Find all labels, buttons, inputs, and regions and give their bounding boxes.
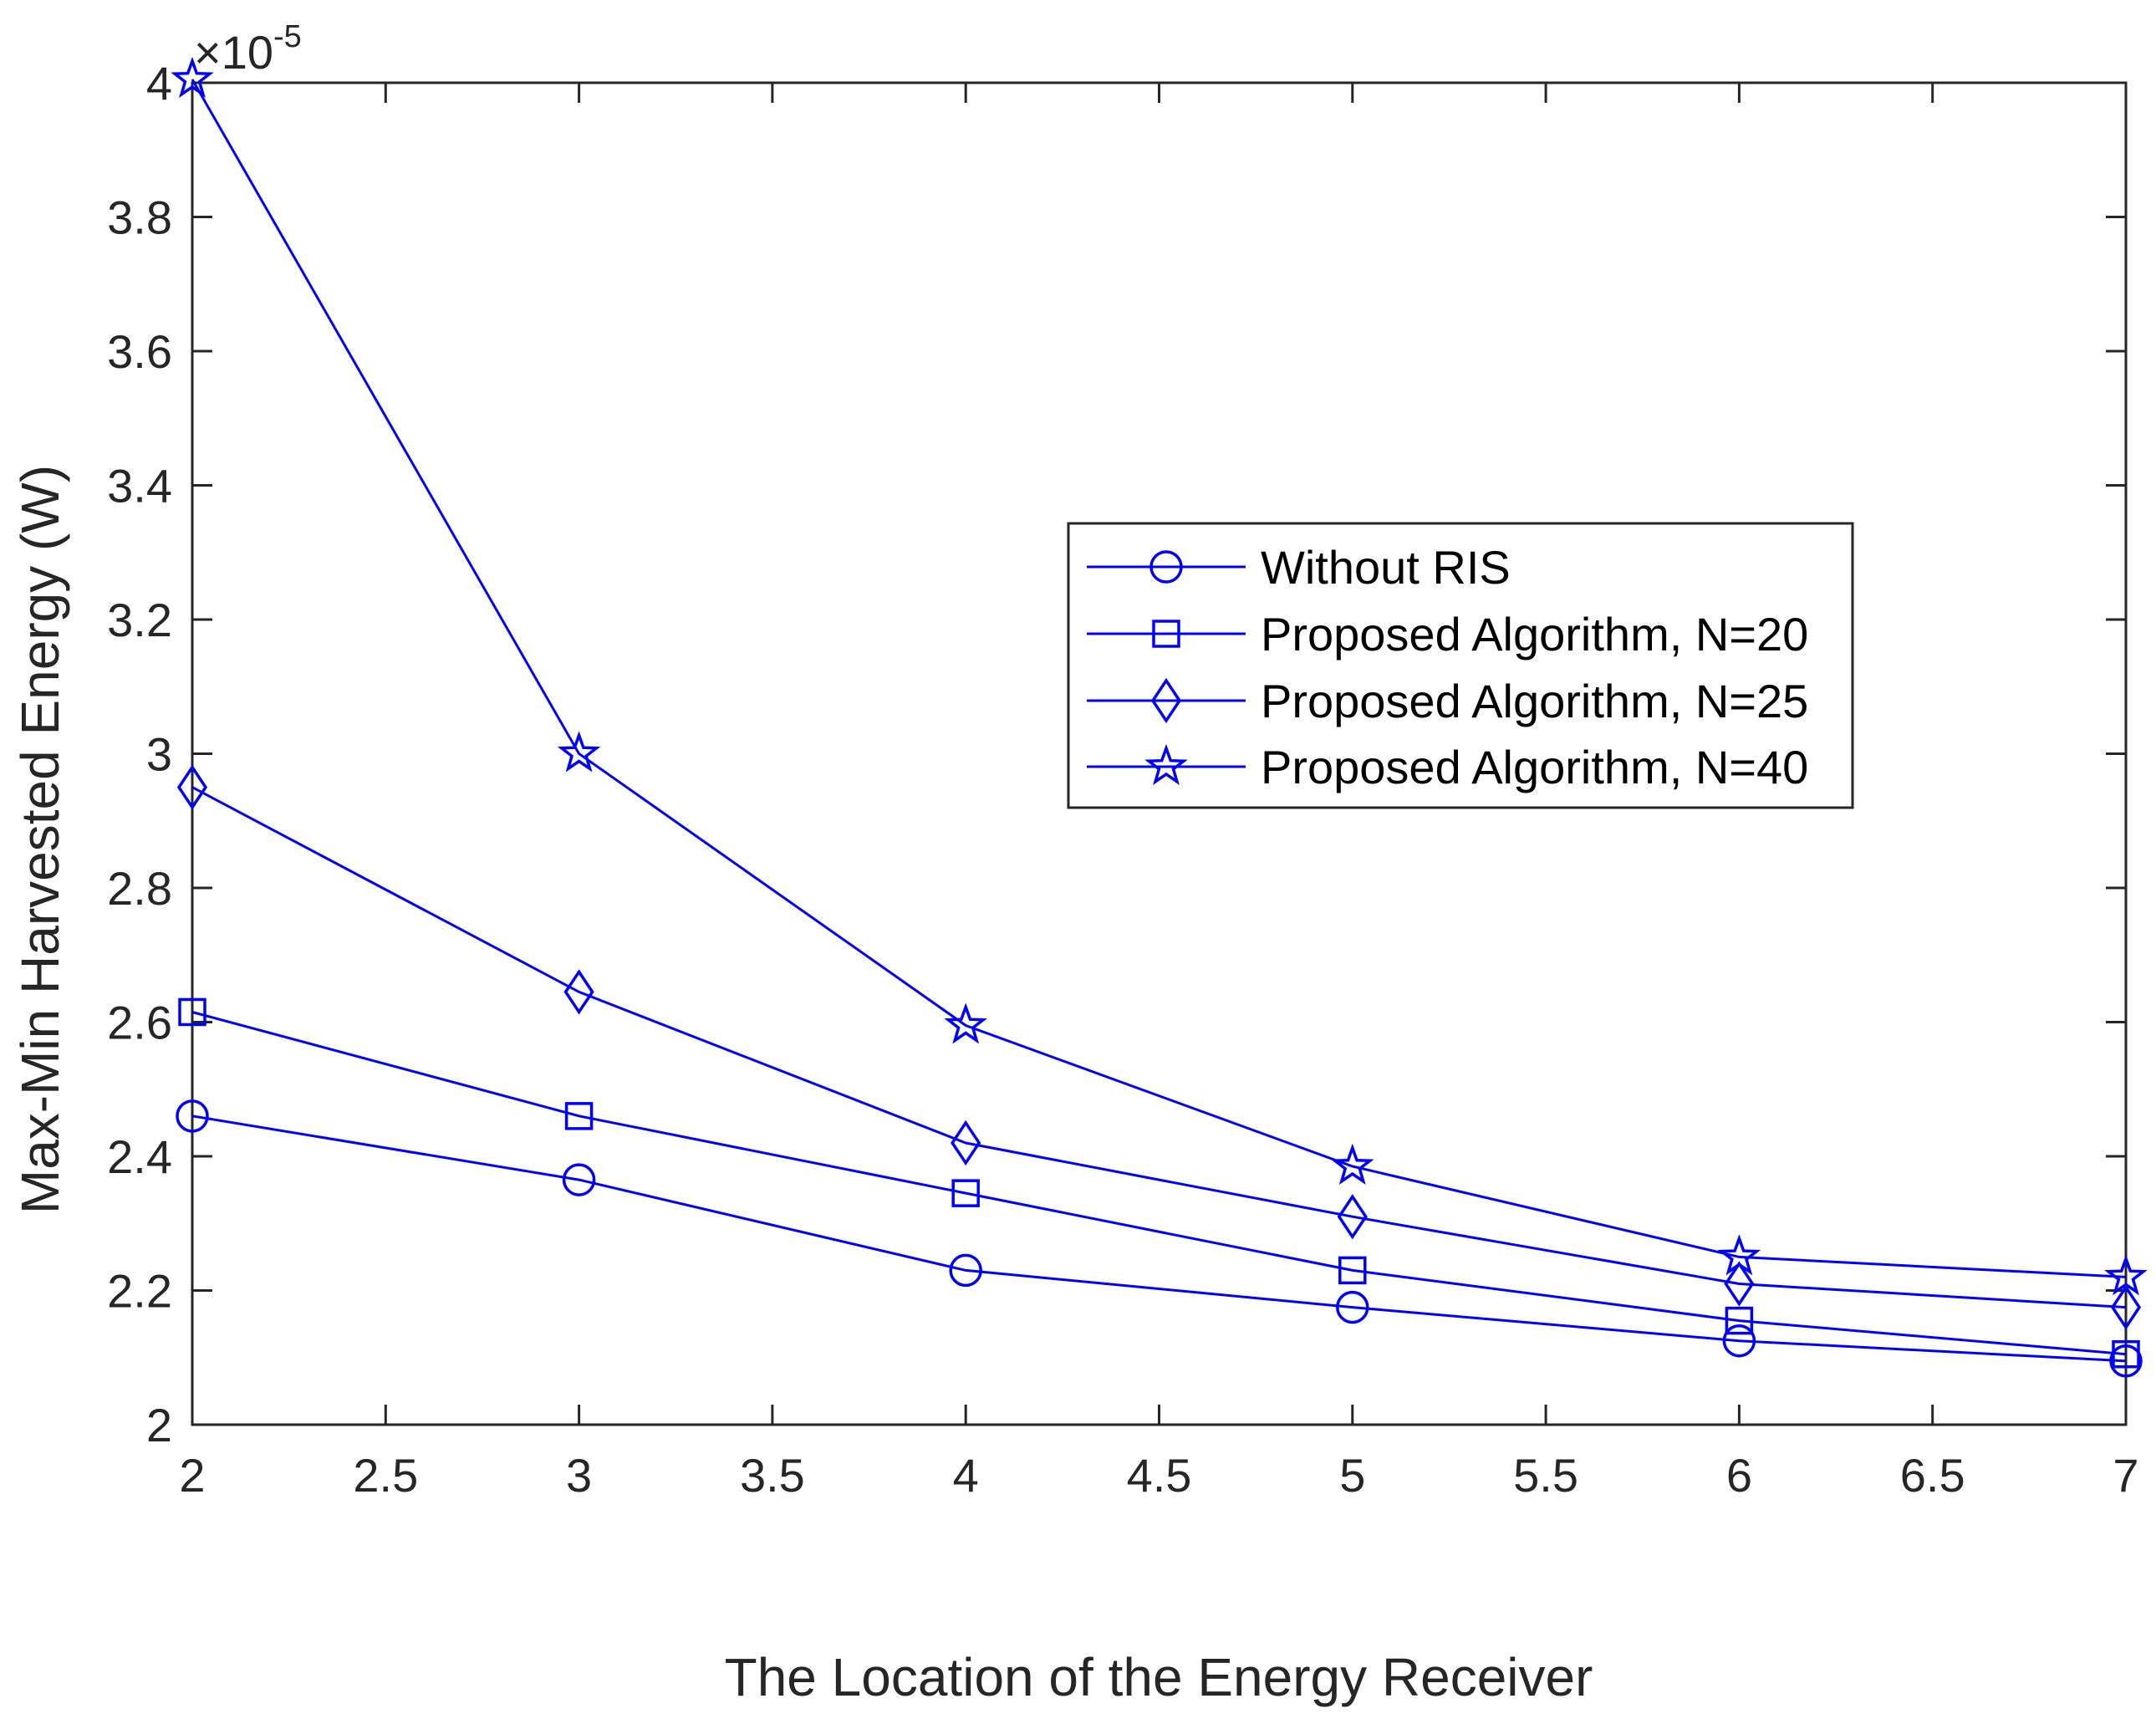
- x-tick-label: 7: [2113, 1449, 2138, 1502]
- x-tick-label: 6.5: [1900, 1449, 1965, 1502]
- series-line-star: [191, 79, 2127, 1278]
- x-tick-label: 5.5: [1513, 1449, 1578, 1502]
- data-point-star: [557, 731, 601, 773]
- x-axis-label: The Location of the Energy Receiver: [725, 1647, 1593, 1707]
- y-tick-label: 2.6: [107, 997, 172, 1049]
- y-tick-label: 3.4: [107, 460, 172, 513]
- y-tick-label: 2.2: [107, 1265, 172, 1318]
- data-point-square: [1725, 1306, 1754, 1335]
- y-axis-label: Max-Min Harvested Energy (W): [10, 465, 70, 1214]
- legend-marker-star: [1144, 743, 1188, 785]
- y-multiplier-prefix: ×10: [194, 26, 273, 79]
- data-point-star: [944, 1002, 987, 1044]
- legend-item-square: Proposed Algorithm, N=20: [1087, 608, 1808, 661]
- y-tick-label: 3: [146, 728, 172, 781]
- data-point-diamond: [563, 969, 594, 1015]
- data-point-circle: [1336, 1290, 1369, 1324]
- data-point-square: [2112, 1339, 2140, 1369]
- data-point-circle: [2109, 1344, 2143, 1378]
- data-point-diamond: [1724, 1261, 1755, 1307]
- data-point-square: [951, 1179, 980, 1207]
- data-point-square: [1338, 1256, 1367, 1285]
- y-multiplier: ×10-5: [194, 19, 302, 79]
- y-tick-label: 4: [146, 57, 172, 110]
- y-axis: 2 2.2 2.4 2.6 2.8 3 3.2 3.4 3.6 3.8 4: [107, 57, 2126, 1451]
- data-point-circle: [1722, 1324, 1756, 1358]
- legend-label: Proposed Algorithm, N=40: [1261, 741, 1808, 793]
- x-tick-label: 3.5: [740, 1449, 805, 1502]
- series-layer: [171, 56, 2148, 1378]
- x-tick-label: 3: [566, 1449, 592, 1502]
- y-tick-label: 3.8: [107, 191, 172, 244]
- y-tick-label: 2: [146, 1399, 172, 1451]
- series-star: [171, 56, 2148, 1296]
- series-line-diamond: [191, 786, 2127, 1309]
- x-tick-label: 2.5: [353, 1449, 418, 1502]
- data-point-square: [564, 1102, 594, 1130]
- y-tick-label: 2.8: [107, 862, 172, 915]
- legend-box: [1067, 522, 1854, 809]
- y-tick-label: 2.4: [107, 1130, 172, 1183]
- series-diamond: [176, 764, 2142, 1330]
- data-point-diamond: [176, 764, 208, 810]
- data-point-diamond: [1337, 1194, 1368, 1240]
- legend-marker-diamond: [1150, 677, 1182, 724]
- legend-label: Proposed Algorithm, N=20: [1261, 608, 1808, 661]
- y-tick-label: 3.2: [107, 594, 172, 646]
- legend-marker-square: [1152, 620, 1180, 648]
- y-multiplier-exponent: -5: [273, 19, 302, 54]
- series-square: [178, 997, 2140, 1369]
- legend-marker-circle: [1149, 550, 1183, 584]
- data-point-circle: [176, 1099, 209, 1133]
- x-tick-label: 5: [1339, 1449, 1365, 1502]
- legend: Without RIS Proposed Algorithm, N=20 Propo…: [1067, 522, 1854, 809]
- legend-label: Proposed Algorithm, N=25: [1261, 675, 1808, 727]
- data-point-diamond: [951, 1120, 981, 1166]
- legend-item-star: Proposed Algorithm, N=40: [1087, 741, 1808, 793]
- series-line-circle: [191, 1114, 2127, 1363]
- data-point-diamond: [2110, 1284, 2142, 1330]
- data-point-star: [1330, 1143, 1374, 1185]
- data-point-star: [1717, 1234, 1761, 1276]
- x-tick-label: 4.5: [1127, 1449, 1192, 1502]
- data-point-circle: [562, 1163, 596, 1196]
- legend-label: Without RIS: [1261, 541, 1511, 594]
- legend-item-circle: Without RIS: [1087, 541, 1511, 594]
- series-line-square: [191, 1011, 2127, 1356]
- data-point-star: [171, 56, 214, 98]
- x-tick-label: 6: [1726, 1449, 1752, 1502]
- data-point-square: [178, 997, 206, 1027]
- data-point-star: [2104, 1254, 2148, 1296]
- x-axis: 2 2.5 3 3.5 4 4.5 5 5.5 6 6.5 7: [179, 83, 2139, 1502]
- y-tick-label: 3.6: [107, 325, 172, 378]
- series-circle: [176, 1099, 2143, 1378]
- x-tick-label: 4: [953, 1449, 979, 1502]
- data-point-circle: [949, 1253, 982, 1288]
- legend-item-diamond: Proposed Algorithm, N=25: [1087, 675, 1808, 727]
- x-tick-label: 2: [179, 1449, 205, 1502]
